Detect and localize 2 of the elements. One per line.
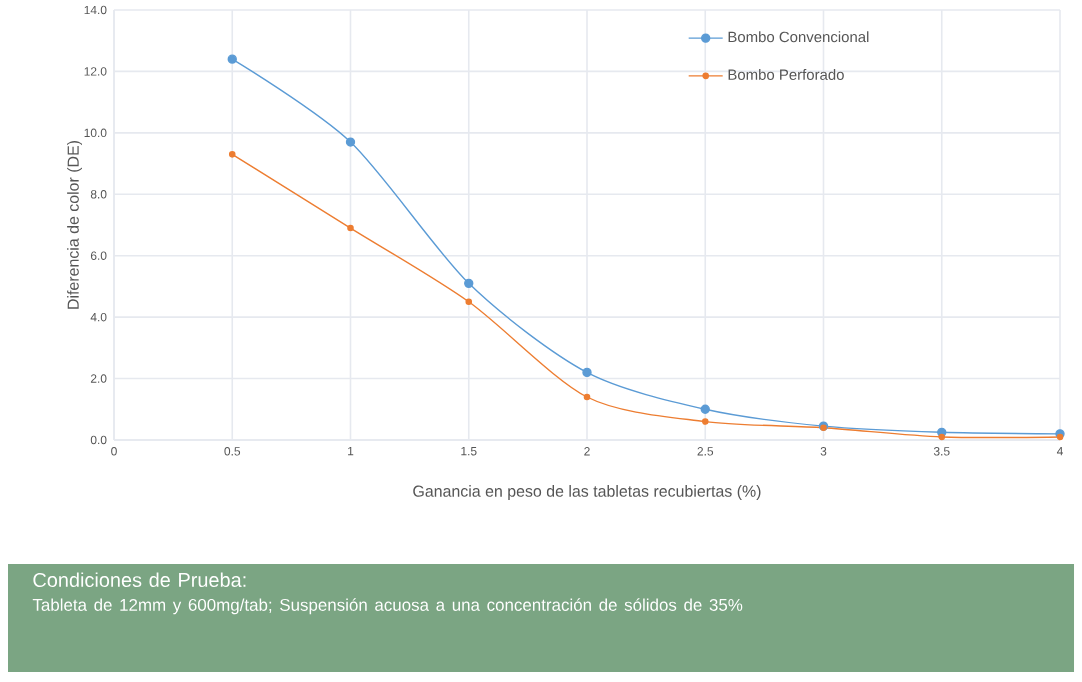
text: Tableta de 12mm y 600mg/tab; Suspensión acuosa a una concentración de sólidos de 35% bbox=[32, 598, 743, 615]
text: Condiciones de Prueba: bbox=[33, 572, 246, 588]
